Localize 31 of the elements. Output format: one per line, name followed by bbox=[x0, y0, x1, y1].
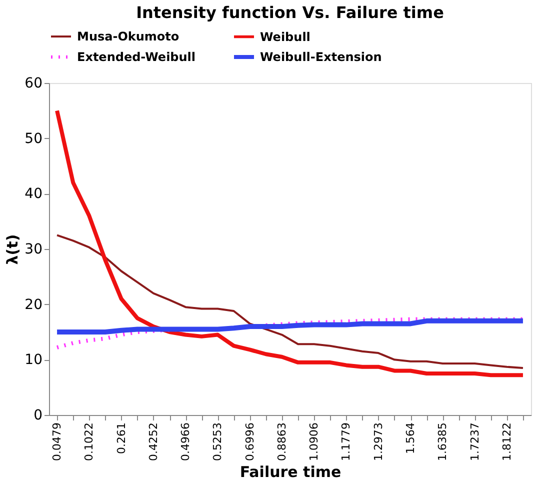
x-tick-label: 0.5253 bbox=[211, 422, 224, 461]
y-tick-label: 10 bbox=[24, 352, 42, 368]
x-tick-label: 0.261 bbox=[114, 422, 128, 454]
x-tick-label: 0.4966 bbox=[179, 422, 192, 461]
line-series bbox=[56, 234, 524, 369]
line-series bbox=[55, 108, 525, 378]
legend-label: Weibull-Extension bbox=[260, 50, 382, 64]
x-tick-label: 1.564 bbox=[404, 422, 417, 454]
chart-title: Intensity function Vs. Failure time bbox=[136, 3, 444, 22]
x-tick-label: 1.0906 bbox=[308, 422, 321, 461]
x-tick-label: 0.0479 bbox=[50, 422, 64, 461]
x-tick-label: 0.4252 bbox=[146, 422, 160, 461]
y-tick-label: 60 bbox=[24, 76, 42, 92]
x-tick-label: 1.1779 bbox=[340, 422, 353, 461]
y-tick-label: 30 bbox=[24, 242, 42, 258]
y-tick-label: 50 bbox=[24, 130, 42, 147]
y-tick-label: 20 bbox=[24, 296, 42, 313]
legend-label: Weibull bbox=[260, 30, 310, 44]
x-tick-label: 1.7237 bbox=[468, 422, 482, 461]
y-tick-label: 40 bbox=[24, 186, 42, 202]
x-tick-label: 1.2973 bbox=[372, 422, 385, 461]
legend-label: Extended-Weibull bbox=[77, 50, 196, 64]
x-tick-label: 1.8122 bbox=[500, 422, 514, 461]
y-tick-label: 0 bbox=[34, 408, 42, 424]
x-axis-title: Failure time bbox=[240, 462, 342, 481]
x-tick-label: 0.8863 bbox=[275, 422, 288, 461]
y-axis-title: λ(t) bbox=[4, 234, 22, 265]
x-tick-label: 1.6385 bbox=[436, 422, 450, 461]
x-tick-label: 0.6996 bbox=[243, 422, 256, 461]
legend-label: Musa-Okumoto bbox=[77, 30, 180, 44]
x-tick-label: 0.1022 bbox=[82, 422, 96, 461]
